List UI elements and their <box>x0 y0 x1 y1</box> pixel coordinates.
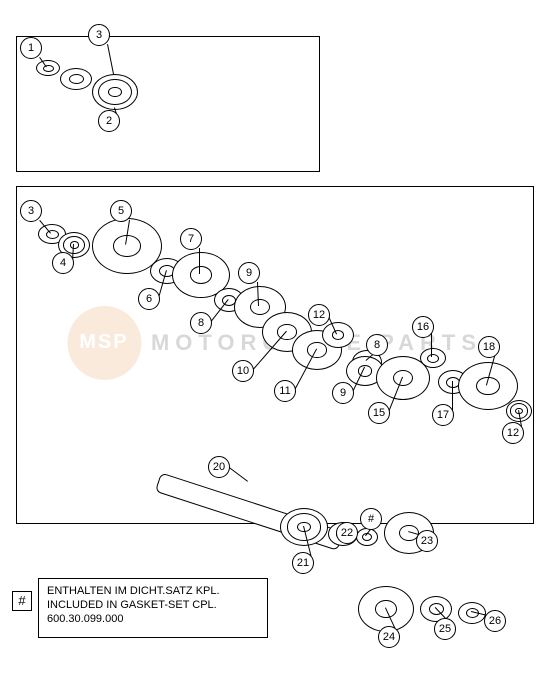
callout-6: 6 <box>138 288 160 310</box>
gear-12a <box>322 322 354 348</box>
callout-26: 26 <box>484 610 506 632</box>
callout-20: 20 <box>208 456 230 478</box>
retaining-ring-1 <box>36 60 60 76</box>
callout-8: 8 <box>366 334 388 356</box>
callout-2: 2 <box>98 110 120 132</box>
callout-4: 4 <box>52 252 74 274</box>
o-ring-hash <box>356 528 378 546</box>
callout-8: 8 <box>190 312 212 334</box>
callout-23: 23 <box>416 530 438 552</box>
washer-16 <box>420 348 446 368</box>
callout-9: 9 <box>238 262 260 284</box>
callout-16: 16 <box>412 316 434 338</box>
callout-22: 22 <box>336 522 358 544</box>
callout-17: 17 <box>432 404 454 426</box>
callout-12: 12 <box>502 422 524 444</box>
legend-line-3: 600.30.099.000 <box>47 613 259 627</box>
legend-hash-symbol: # <box>12 591 32 611</box>
callout-11: 11 <box>274 380 296 402</box>
callout-21: 21 <box>292 552 314 574</box>
legend-line-2: INCLUDED IN GASKET-SET CPL. <box>47 599 259 613</box>
callout-5: 5 <box>110 200 132 222</box>
callout-12: 12 <box>308 304 330 326</box>
legend-line-1: ENTHALTEN IM DICHT.SATZ KPL. <box>47 585 259 599</box>
callout-9: 9 <box>332 382 354 404</box>
callout-7: 7 <box>180 228 202 250</box>
callout-3: 3 <box>88 24 110 46</box>
callout-25: 25 <box>434 618 456 640</box>
callout-15: 15 <box>368 402 390 424</box>
callout-18: 18 <box>478 336 500 358</box>
callout-24: 24 <box>378 626 400 648</box>
washer-2 <box>60 68 92 90</box>
callout-10: 10 <box>232 360 254 382</box>
callout-#: # <box>360 508 382 530</box>
legend-box: ENTHALTEN IM DICHT.SATZ KPL. INCLUDED IN… <box>38 578 268 638</box>
diagram-stage: MSP MOTORCYCLE PARTS 1323547698101112981… <box>0 0 549 685</box>
bearing-3a <box>92 74 138 110</box>
callout-3: 3 <box>20 200 42 222</box>
leader-line <box>199 248 200 274</box>
callout-1: 1 <box>20 37 42 59</box>
upper-frame <box>16 36 320 172</box>
